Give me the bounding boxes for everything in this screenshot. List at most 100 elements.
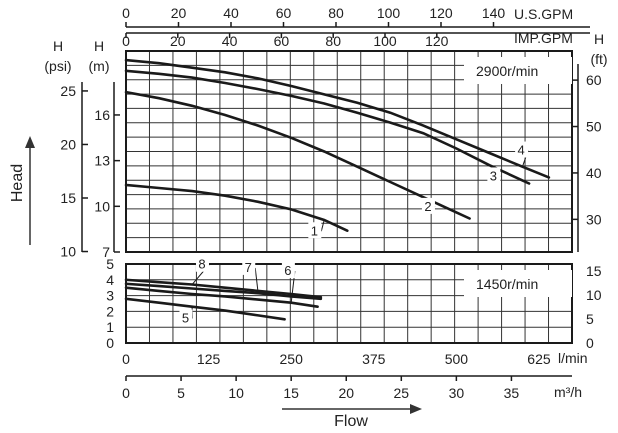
impgpm-tick-label: 20 [170,33,186,49]
ft-tick-label-lower: 15 [586,263,602,279]
lmin-unit: l/min [558,350,588,366]
m-tick-label-lower: 2 [106,303,114,319]
m-unit-bottom: (m) [89,58,110,74]
plot-frame-upper [125,50,573,253]
curve-label-2: 2 [424,199,431,214]
m-tick-label: 10 [94,198,110,214]
frame-group [81,22,590,381]
m3h-tick-label: 10 [228,385,244,401]
curve-label-bg [242,258,256,275]
psi-unit-bottom: (psi) [44,58,71,74]
ft-tick-label-lower: 0 [586,335,594,351]
m-tick-label-lower: 1 [106,319,114,335]
impgpm-tick-label: 120 [425,33,449,49]
curve-label-bg [487,167,501,184]
curve-5 [124,297,286,321]
grid-group [126,51,572,343]
m-tick-label-lower: 3 [106,288,114,304]
usgpm-tick-label: 120 [429,5,453,21]
speed-label-box-upper [464,57,572,84]
curve-label-3: 3 [490,168,497,183]
curve-label-bg [308,222,322,239]
m-tick-label-lower: 5 [106,256,114,272]
lmin-tick-label: 375 [362,351,386,367]
curve-1 [124,183,349,232]
m-tick-label-lower: 0 [106,335,114,351]
head-axis-title: Head [9,164,26,202]
usgpm-tick-label: 40 [223,5,239,21]
ft-tick-label: 60 [586,72,602,88]
psi-tick-label: 25 [60,83,76,99]
curve-2 [124,90,471,220]
ft-tick-label: 40 [586,165,602,181]
m3h-tick-label: 20 [338,385,354,401]
curve-4 [124,58,551,179]
impgpm-tick-label: 40 [222,33,238,49]
m3h-tick-label: 35 [504,385,520,401]
m3h-tick-label: 30 [449,385,465,401]
curve-label-bg [281,262,295,279]
m-tick-label: 7 [102,244,110,260]
ft-tick-label-lower: 5 [586,311,594,327]
lmin-tick-label: 500 [445,351,469,367]
m3h-tick-label: 0 [122,385,130,401]
curve-label-1: 1 [311,223,318,238]
lmin-tick-label: 625 [527,351,551,367]
m-unit-top: H [94,38,104,54]
curve-label-5: 5 [182,310,189,325]
ft-tick-label: 50 [586,119,602,135]
usgpm-tick-label: 100 [377,5,401,21]
psi-unit-top: H [53,38,63,54]
m-tick-label: 16 [94,107,110,123]
impgpm-tick-label: 0 [122,33,130,49]
curve-label-8: 8 [198,257,205,272]
usgpm-tick-label: 60 [276,5,292,21]
m-tick-label: 13 [94,153,110,169]
flow-axis-title: Flow [334,413,368,430]
impgpm-tick-label: 60 [274,33,290,49]
m3h-tick-label: 15 [283,385,299,401]
curve-label-bg [195,255,209,272]
curve-label-bg [421,197,435,214]
m3h-tick-label: 5 [177,385,185,401]
lmin-tick-label: 250 [280,351,304,367]
psi-tick-label: 20 [60,136,76,152]
usgpm-unit: U.S.GPM [514,6,573,22]
speed-label-lower: 1450r/min [476,276,538,292]
usgpm-tick-label: 0 [122,5,130,21]
plot-frame-lower [125,263,573,344]
ft-unit-bottom: (ft) [590,51,607,67]
curve-label-4: 4 [518,143,525,158]
impgpm-tick-label: 100 [373,33,397,49]
curve-label-bg [179,309,193,326]
speed-label-upper: 2900r/min [476,63,538,79]
curve-label-bg [515,141,529,158]
m3h-unit: m³/h [554,384,582,400]
head-arrow-head [25,136,35,148]
curve-label-7: 7 [245,260,252,275]
lmin-tick-label: 125 [197,351,221,367]
flow-arrow-head [410,404,422,414]
curves-group: 1 2 3 4 5 6 7 8 [124,58,551,326]
ft-unit-top: H [594,31,604,47]
psi-tick-label: 15 [60,190,76,206]
curve-8 [124,278,323,299]
curve-label-6: 6 [284,263,291,278]
psi-tick-label: 10 [60,244,76,260]
curve-7 [124,282,323,301]
impgpm-tick-label: 80 [325,33,341,49]
usgpm-tick-label: 20 [171,5,187,21]
ft-tick-label: 30 [586,211,602,227]
impgpm-unit: IMP.GPM [514,30,573,46]
curve-label-leader [320,219,325,232]
m3h-tick-label: 25 [394,385,410,401]
curve-3 [124,69,531,185]
usgpm-tick-label: 80 [328,5,344,21]
ft-tick-label-lower: 10 [586,287,602,303]
curve-label-leader [254,267,259,294]
speed-label-box-lower [464,270,572,297]
usgpm-tick-label: 140 [482,5,506,21]
m-tick-label-lower: 4 [106,272,114,288]
